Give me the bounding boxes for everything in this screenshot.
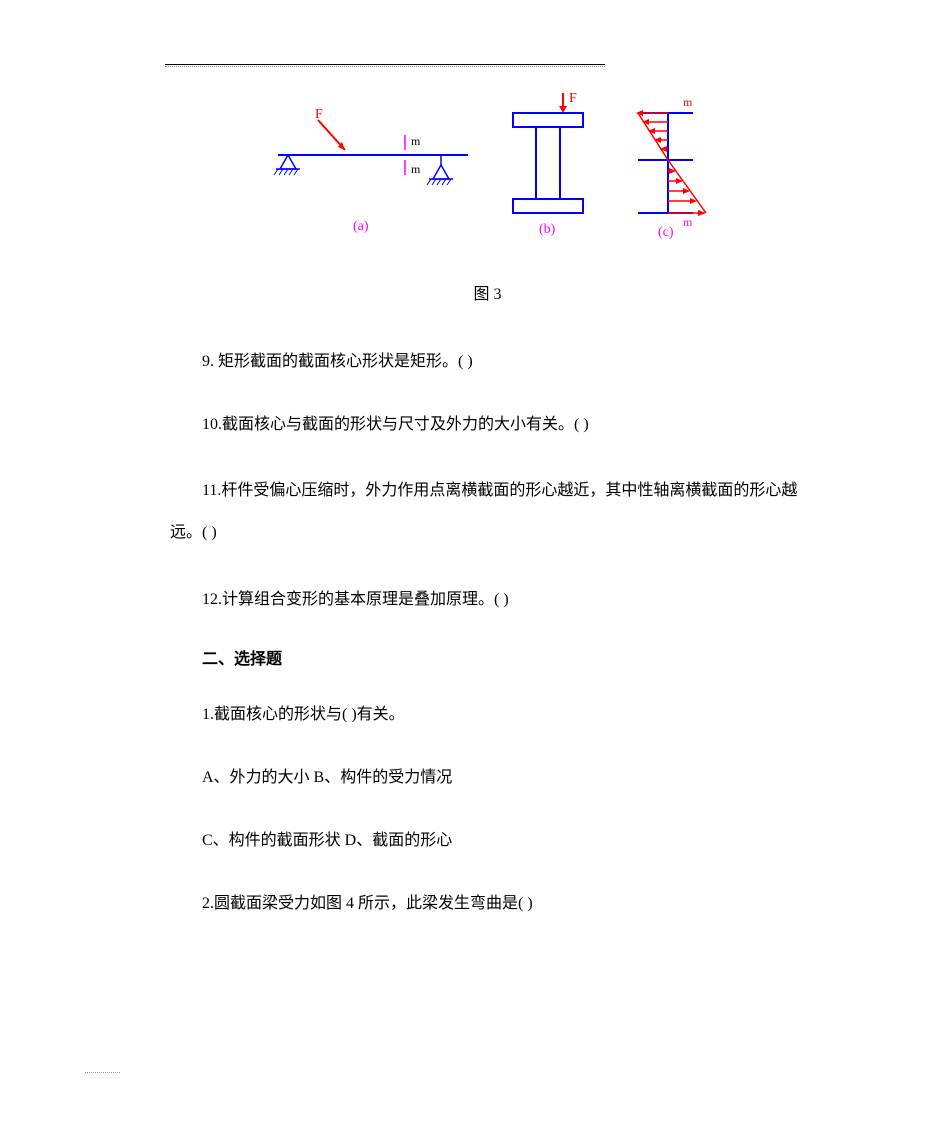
- figure-3-container: F m m (a) F (b): [170, 90, 805, 255]
- svg-text:m: m: [411, 134, 421, 148]
- svg-text:m: m: [683, 215, 693, 229]
- svg-text:(a): (a): [353, 219, 369, 234]
- question-12: 12.计算组合变形的基本原理是叠加原理。( ): [170, 582, 805, 617]
- question-10: 10.截面核心与截面的形状与尺寸及外力的大小有关。( ): [170, 407, 805, 442]
- question-11: 11.杆件受偏心压缩时，外力作用点离横截面的形心越近，其中性轴离横截面的形心越远…: [170, 470, 805, 553]
- svg-text:F: F: [315, 107, 323, 122]
- svg-text:(c): (c): [658, 225, 674, 240]
- section2-q2: 2.圆截面梁受力如图 4 所示，此梁发生弯曲是( ): [170, 886, 805, 921]
- footer-dotted-line: [85, 1072, 120, 1073]
- svg-text:m: m: [683, 95, 693, 109]
- svg-text:F: F: [569, 91, 577, 106]
- svg-text:(b): (b): [539, 222, 556, 237]
- section2-q1-options-cd: C、构件的截面形状 D、截面的形心: [170, 823, 805, 858]
- figure-3-svg: F m m (a) F (b): [258, 90, 718, 250]
- header-rule: [165, 64, 605, 67]
- figure-3-caption: 图 3: [170, 280, 805, 304]
- section2-q1-options-ab: A、外力的大小 B、构件的受力情况: [170, 760, 805, 795]
- svg-text:m: m: [411, 162, 421, 176]
- section2-q1: 1.截面核心的形状与( )有关。: [170, 697, 805, 732]
- section-2-header: 二、选择题: [170, 645, 805, 669]
- question-9: 9. 矩形截面的截面核心形状是矩形。( ): [170, 344, 805, 379]
